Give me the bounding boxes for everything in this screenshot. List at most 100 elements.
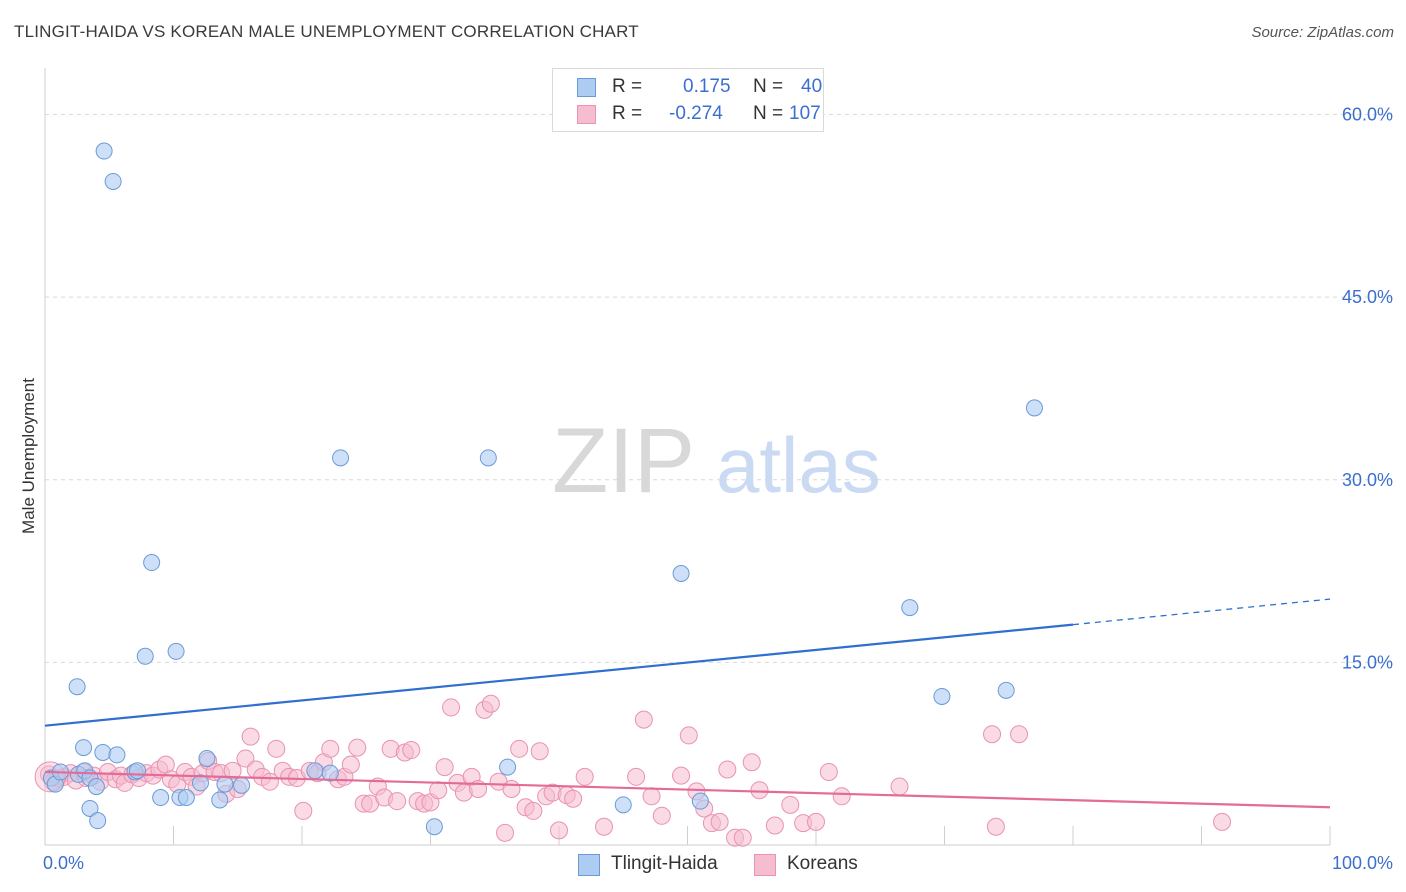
stats-legend: R = 0.175 N = 40 R = -0.274 N = 107 <box>552 68 824 132</box>
data-point-koreans <box>718 760 737 779</box>
data-point-koreans <box>321 739 340 758</box>
legend-r-value: -0.274 <box>669 103 723 124</box>
data-point-koreans <box>510 739 529 758</box>
data-point-koreans <box>1213 812 1232 831</box>
data-point-tlingit-haida <box>479 449 497 467</box>
data-point-koreans <box>564 789 583 808</box>
chart-title: TLINGIT-HAIDA VS KOREAN MALE UNEMPLOYMEN… <box>14 22 639 41</box>
x-tick-labels: 0.0% 100.0% <box>43 853 1393 873</box>
data-point-tlingit-haida <box>901 599 919 617</box>
legend-n-label: N = <box>753 103 784 124</box>
data-point-koreans <box>983 725 1002 744</box>
y-tick-label: 30.0% <box>1342 470 1393 490</box>
data-point-koreans <box>294 801 313 820</box>
data-point-koreans <box>742 753 761 772</box>
data-point-tlingit-haida <box>332 449 350 467</box>
data-point-tlingit-haida <box>933 687 951 705</box>
data-point-tlingit-haida <box>306 762 324 780</box>
data-point-koreans <box>550 821 568 840</box>
data-point-tlingit-haida <box>89 812 107 830</box>
y-tick-label: 45.0% <box>1342 287 1393 307</box>
data-point-koreans <box>781 795 800 814</box>
data-point-koreans <box>402 741 421 760</box>
y-tick-labels: 15.0% 30.0% 45.0% 60.0% <box>1342 105 1393 673</box>
data-point-tlingit-haida <box>152 789 170 807</box>
data-point-koreans <box>530 742 549 761</box>
data-point-tlingit-haida <box>68 678 86 696</box>
data-point-koreans <box>341 755 360 774</box>
data-point-koreans <box>733 828 752 847</box>
legend-r-label: R = <box>612 103 643 124</box>
data-point-koreans <box>236 749 255 768</box>
data-point-tlingit-haida <box>191 774 209 792</box>
data-point-tlingit-haida <box>94 743 112 761</box>
data-point-tlingit-haida <box>672 565 690 583</box>
data-point-tlingit-haida <box>614 796 632 814</box>
data-point-koreans <box>765 816 784 835</box>
data-point-tlingit-haida <box>143 554 161 572</box>
data-point-tlingit-haida <box>167 642 185 660</box>
watermark: ZIP atlas <box>552 410 881 512</box>
trend-line-koreans <box>44 770 1331 809</box>
data-point-koreans <box>524 801 543 820</box>
data-point-koreans <box>267 739 286 758</box>
legend-r-value: 0.175 <box>683 76 731 97</box>
data-point-tlingit-haida <box>75 739 93 757</box>
data-point-koreans <box>819 762 838 781</box>
data-point-koreans <box>348 738 367 757</box>
data-point-tlingit-haida <box>321 764 339 782</box>
y-tick-label: 15.0% <box>1342 652 1393 672</box>
data-point-tlingit-haida <box>425 818 443 836</box>
x-tick-label: 0.0% <box>43 853 84 873</box>
data-point-koreans <box>679 726 698 745</box>
data-point-tlingit-haida <box>95 142 113 160</box>
data-point-tlingit-haida <box>1025 399 1043 417</box>
data-point-tlingit-haida <box>997 681 1015 699</box>
source-label: Source: ZipAtlas.com <box>1251 24 1394 41</box>
trend-line-tlingit-haida-extension <box>1072 598 1331 626</box>
data-point-tlingit-haida <box>87 778 105 796</box>
x-tick-label: 100.0% <box>1332 853 1393 873</box>
data-point-tlingit-haida <box>136 647 154 665</box>
data-point-tlingit-haida <box>211 791 229 809</box>
data-point-tlingit-haida <box>198 750 216 768</box>
trend-lines <box>44 598 1331 809</box>
data-point-tlingit-haida <box>108 746 126 764</box>
data-point-tlingit-haida <box>216 775 234 793</box>
watermark-atlas: atlas <box>716 421 881 509</box>
data-point-koreans <box>807 812 825 831</box>
bottom-legend-swatch-pink <box>754 854 776 876</box>
data-point-koreans <box>223 761 242 780</box>
grid-layer <box>45 114 1392 663</box>
data-point-koreans <box>710 812 729 831</box>
y-axis-label: Male Unemployment <box>19 378 38 534</box>
data-point-tlingit-haida <box>691 792 709 810</box>
tlingit-haida-points <box>42 142 1043 836</box>
watermark-zip: ZIP <box>552 410 695 512</box>
data-point-tlingit-haida <box>81 799 99 817</box>
data-point-tlingit-haida <box>233 776 251 794</box>
data-point-koreans <box>502 779 521 798</box>
data-point-koreans <box>672 766 691 785</box>
legend-n-value: 40 <box>801 76 823 97</box>
legend-swatch-blue <box>577 78 596 97</box>
data-point-koreans <box>594 817 613 836</box>
data-point-koreans <box>241 727 260 746</box>
trend-line-tlingit-haida <box>44 623 1074 727</box>
data-point-koreans <box>388 792 407 811</box>
bottom-legend-swatch-blue <box>578 854 600 876</box>
bottom-legend-label: Tlingit-Haida <box>611 853 718 874</box>
data-point-koreans <box>750 781 769 800</box>
data-point-tlingit-haida <box>499 758 517 776</box>
data-point-koreans <box>496 823 515 842</box>
data-point-koreans <box>634 710 653 729</box>
data-point-koreans <box>429 781 448 800</box>
data-point-koreans <box>652 806 671 825</box>
legend-n-value: 107 <box>789 103 821 124</box>
legend-r-label: R = <box>612 76 643 97</box>
y-tick-label: 60.0% <box>1342 105 1393 125</box>
data-point-koreans <box>481 694 500 713</box>
bottom-legend-label: Koreans <box>787 853 858 874</box>
data-point-koreans <box>442 698 461 717</box>
